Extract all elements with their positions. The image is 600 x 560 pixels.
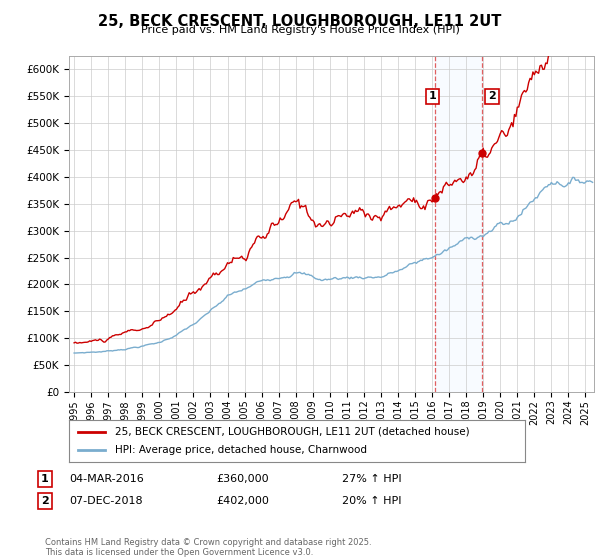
Text: Contains HM Land Registry data © Crown copyright and database right 2025.
This d: Contains HM Land Registry data © Crown c… [45, 538, 371, 557]
Text: 27% ↑ HPI: 27% ↑ HPI [342, 474, 401, 484]
Text: 2: 2 [488, 91, 496, 101]
Text: 1: 1 [428, 91, 436, 101]
Text: £402,000: £402,000 [216, 496, 269, 506]
Text: 04-MAR-2016: 04-MAR-2016 [69, 474, 144, 484]
Text: 25, BECK CRESCENT, LOUGHBOROUGH, LE11 2UT: 25, BECK CRESCENT, LOUGHBOROUGH, LE11 2U… [98, 14, 502, 29]
Bar [435, 56, 482, 392]
Text: 1: 1 [41, 474, 49, 484]
Text: HPI: Average price, detached house, Charnwood: HPI: Average price, detached house, Char… [115, 445, 367, 455]
Text: Price paid vs. HM Land Registry's House Price Index (HPI): Price paid vs. HM Land Registry's House … [140, 25, 460, 35]
Text: £360,000: £360,000 [216, 474, 269, 484]
Text: 20% ↑ HPI: 20% ↑ HPI [342, 496, 401, 506]
Text: 2: 2 [41, 496, 49, 506]
Text: 25, BECK CRESCENT, LOUGHBOROUGH, LE11 2UT (detached house): 25, BECK CRESCENT, LOUGHBOROUGH, LE11 2U… [115, 427, 469, 437]
Text: 07-DEC-2018: 07-DEC-2018 [69, 496, 143, 506]
